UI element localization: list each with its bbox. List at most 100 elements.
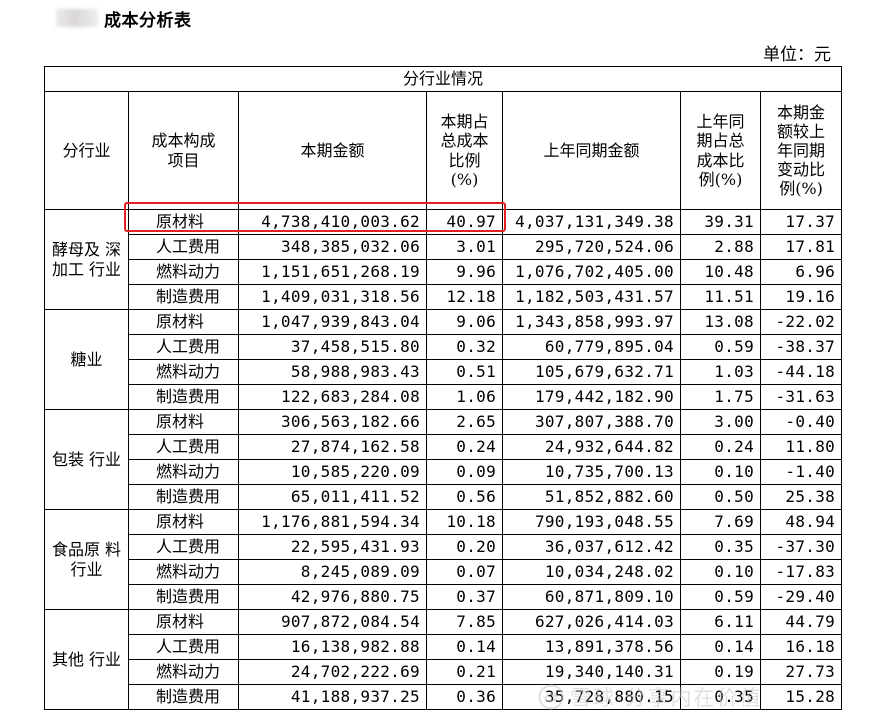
item-cell: 人工费用: [128, 534, 239, 560]
item-cell: 制造费用: [128, 284, 239, 310]
title-block: 成本分析表: [56, 6, 192, 31]
prior-amount-cell: 1,343,858,993.97: [502, 309, 681, 335]
current-pct-cell: 0.07: [426, 559, 503, 585]
current-amount-cell: 306,563,182.66: [238, 409, 427, 435]
prior-amount-cell: 35,728,880.15: [502, 684, 681, 710]
current-pct-cell: 0.32: [426, 334, 503, 360]
header-change-pct-text: 本期金 额较上 年同期 变动比 例(%): [777, 102, 826, 199]
table-row: 燃料动力 8,245,089.09 0.07 10,034,248.02 0.10 -17…: [45, 559, 843, 585]
table-row: 酵母及 深加工 行业 原材料 4,738,410,003.62 40.97 4,037,…: [44, 209, 843, 310]
change-pct-cell: -22.02: [759, 309, 843, 335]
change-pct-cell: 17.81: [759, 234, 843, 260]
prior-amount-cell: 51,852,882.60: [502, 484, 681, 510]
current-amount-cell: 16,138,982.88: [238, 634, 427, 660]
header-prior-text: 上年同期金额: [543, 140, 640, 160]
table-row: 燃料动力 58,988,983.43 0.51 105,679,632.71 1.03-…: [45, 359, 843, 385]
current-amount-cell: 27,874,162.58: [238, 434, 427, 460]
table-row: 制造费用 1,409,031,318.56 12.18 1,182,503,431.5…: [45, 284, 843, 310]
current-amount-cell: 58,988,983.43: [238, 359, 427, 385]
prior-amount-cell: 4,037,131,349.38: [502, 209, 681, 235]
prior-pct-cell: 0.35: [680, 684, 761, 710]
current-amount-cell: 8,245,089.09: [238, 559, 427, 585]
prior-amount-cell: 60,871,809.10: [502, 584, 681, 610]
change-pct-cell: 19.16: [759, 284, 843, 310]
prior-pct-cell: 39.31: [680, 209, 761, 235]
industry-cell: 糖业: [44, 309, 129, 410]
prior-pct-cell: 0.19: [680, 659, 761, 685]
change-pct-cell: 44.79: [759, 609, 843, 635]
prior-pct-cell: 0.35: [680, 534, 761, 560]
current-pct-cell: 0.56: [426, 484, 503, 510]
current-amount-cell: 348,385,032.06: [238, 234, 427, 260]
prior-pct-cell: 11.51: [680, 284, 761, 310]
item-cell: 燃料动力: [128, 459, 239, 485]
prior-pct-cell: 0.24: [680, 434, 761, 460]
header-change-pct: 本期金 额较上 年同期 变动比 例(%): [759, 91, 843, 210]
prior-amount-cell: 10,735,700.13: [502, 459, 681, 485]
prior-amount-cell: 790,193,048.55: [502, 509, 681, 535]
industry-cell: 其他 行业: [44, 609, 129, 710]
table-row: 包装 行业 原材料 306,563,182.66 2.65 307,807,388.70…: [44, 409, 843, 510]
table-row: 制造费用 122,683,284.08 1.06 179,442,182.90 1.75…: [45, 384, 843, 410]
current-amount-cell: 41,188,937.25: [238, 684, 427, 710]
prior-amount-cell: 1,182,503,431.57: [502, 284, 681, 310]
item-cell: 制造费用: [128, 684, 239, 710]
prior-pct-cell: 0.59: [680, 334, 761, 360]
item-cell: 制造费用: [128, 584, 239, 610]
current-pct-cell: 0.20: [426, 534, 503, 560]
item-cell: 燃料动力: [128, 659, 239, 685]
table-row: 燃料动力 24,702,222.69 0.21 19,340,140.31 0.19 27…: [45, 659, 843, 685]
current-amount-cell: 907,872,084.54: [238, 609, 427, 635]
item-cell: 人工费用: [128, 334, 239, 360]
current-pct-cell: 7.85: [426, 609, 503, 635]
industry-cell: 酵母及 深加工 行业: [44, 209, 129, 310]
header-prior: 上年同期金额: [502, 91, 681, 210]
header-prior-pct-text: 上年同 期占总 成本比 例(%): [696, 112, 745, 189]
current-pct-cell: 9.06: [426, 309, 503, 335]
prior-pct-cell: 13.08: [680, 309, 761, 335]
group-header-row: 分行业情况: [43, 66, 843, 92]
table-row: 人工费用 27,874,162.58 0.24 24,932,644.82 0.24 11…: [45, 434, 843, 460]
current-amount-cell: 122,683,284.08: [238, 384, 427, 410]
prior-pct-cell: 3.00: [680, 409, 761, 435]
change-pct-cell: 11.80: [759, 434, 843, 460]
prior-amount-cell: 36,037,612.42: [502, 534, 681, 560]
industry-cell: 包装 行业: [44, 409, 129, 510]
prior-pct-cell: 0.10: [680, 459, 761, 485]
prior-amount-cell: 10,034,248.02: [502, 559, 681, 585]
table-row: 人工费用 37,458,515.80 0.32 60,779,895.04 0.59 -3…: [45, 334, 843, 360]
current-pct-cell: 40.97: [426, 209, 503, 235]
change-pct-cell: 16.18: [759, 634, 843, 660]
prior-pct-cell: 6.11: [680, 609, 761, 635]
item-cell: 制造费用: [128, 484, 239, 510]
change-pct-cell: -38.37: [759, 334, 843, 360]
table-row: 人工费用 22,595,431.93 0.20 36,037,612.42 0.35 -3…: [45, 534, 843, 560]
table-row: 糖业 原材料 1,047,939,843.04 9.06 1,343,858,993.9…: [44, 309, 843, 410]
prior-pct-cell: 2.88: [680, 234, 761, 260]
change-pct-cell: -17.83: [759, 559, 843, 585]
change-pct-cell: 17.37: [759, 209, 843, 235]
prior-amount-cell: 19,340,140.31: [502, 659, 681, 685]
prior-pct-cell: 1.03: [680, 359, 761, 385]
table-row: 食品原 料行业 原材料 1,176,881,594.34 10.18 790,193,0…: [44, 509, 843, 610]
item-cell: 人工费用: [128, 634, 239, 660]
header-item: 成本构成 项目: [128, 91, 239, 210]
table-row: 人工费用 348,385,032.06 3.01 295,720,524.06 2.88…: [45, 234, 843, 260]
table-row: 人工费用 16,138,982.88 0.14 13,891,378.56 0.14 16…: [45, 634, 843, 660]
prior-amount-cell: 627,026,414.03: [502, 609, 681, 635]
current-pct-cell: 10.18: [426, 509, 503, 535]
current-pct-cell: 0.24: [426, 434, 503, 460]
item-cell: 人工费用: [128, 234, 239, 260]
prior-amount-cell: 60,779,895.04: [502, 334, 681, 360]
current-pct-cell: 0.51: [426, 359, 503, 385]
table-row: 制造费用 42,976,880.75 0.37 60,871,809.10 0.59 -2…: [45, 584, 843, 610]
table-row: 制造费用 65,011,411.52 0.56 51,852,882.60 0.50 25…: [45, 484, 843, 510]
current-pct-cell: 1.06: [426, 384, 503, 410]
change-pct-cell: 48.94: [759, 509, 843, 535]
blurred-company-name: [56, 9, 98, 27]
unit-label: 单位：元: [763, 45, 831, 65]
header-industry-text: 分行业: [62, 140, 111, 160]
table-row: 制造费用 41,188,937.25 0.36 35,728,880.15 0.35 15…: [45, 684, 843, 710]
prior-pct-cell: 0.14: [680, 634, 761, 660]
current-pct-cell: 0.36: [426, 684, 503, 710]
